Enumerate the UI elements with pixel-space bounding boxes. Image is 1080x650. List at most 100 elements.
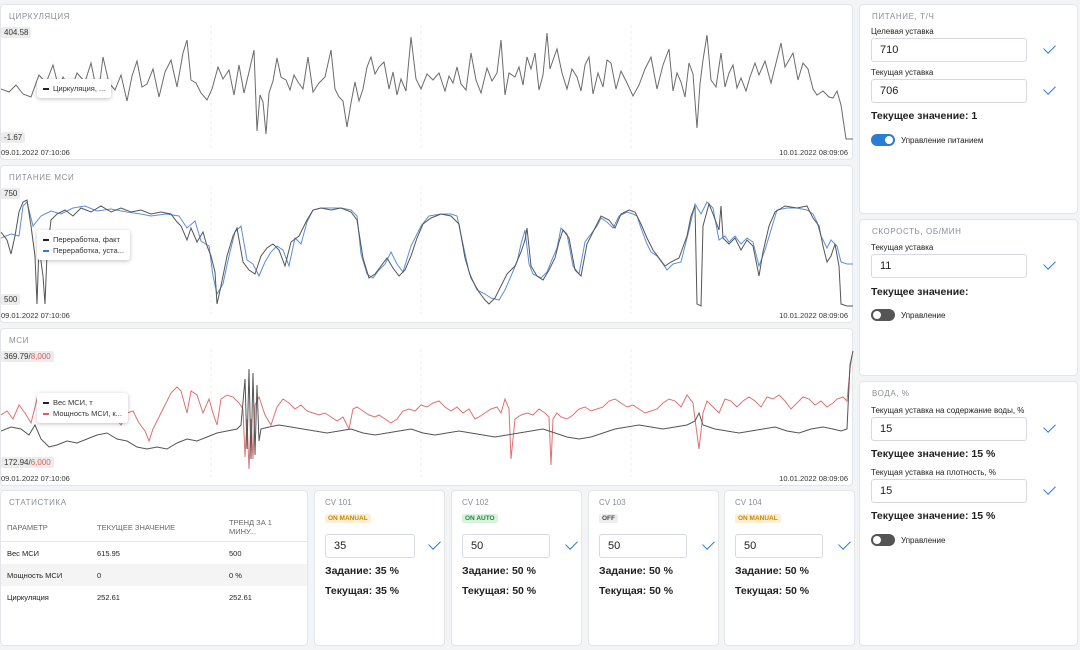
cv-setpoint-input[interactable] bbox=[735, 534, 823, 558]
confirm-check-icon[interactable] bbox=[1043, 482, 1056, 495]
column-header[interactable]: ПАРАМЕТР bbox=[1, 513, 91, 542]
time-end-label: 10.01.2022 08:09:06 bbox=[779, 474, 848, 483]
target-setpoint-label: Целевая уставка bbox=[871, 27, 934, 36]
y-min-label: -1.67 bbox=[1, 132, 26, 143]
feed-control-panel: ПИТАНИЕ, Т/Ч Целевая уставка Текущая уст… bbox=[859, 4, 1078, 214]
feed-setpoint-series-line bbox=[1, 201, 853, 301]
confirm-check-icon[interactable] bbox=[1043, 257, 1056, 270]
legend-item: Циркуляция, ... bbox=[43, 83, 105, 94]
feed-msi-chart[interactable] bbox=[1, 166, 854, 324]
task-text: Задание: 50 % bbox=[599, 565, 673, 577]
y-max-label: 404.58 bbox=[1, 27, 32, 38]
confirm-check-icon[interactable] bbox=[428, 537, 441, 550]
toggle-label: Управление питанием bbox=[901, 136, 984, 145]
column-header[interactable]: ТЕКУЩЕЕ ЗНАЧЕНИЕ bbox=[91, 513, 223, 542]
cv-setpoint-input[interactable] bbox=[462, 534, 550, 558]
y-max-label: 369.79/8,000 bbox=[1, 351, 54, 362]
circulation-chart-panel: ЦИРКУЛЯЦИЯ 404.58 -1.67 Циркуляция, ... … bbox=[0, 4, 853, 160]
mode-badge: ON AUTO bbox=[462, 514, 498, 523]
mode-badge: ON MANUAL bbox=[735, 514, 781, 523]
current-setpoint-label: Текущая уставка bbox=[871, 68, 934, 77]
toggle-label: Управление bbox=[901, 311, 946, 320]
confirm-check-icon[interactable] bbox=[1043, 82, 1056, 95]
cv-setpoint-input[interactable] bbox=[599, 534, 687, 558]
water-setpoint-input[interactable] bbox=[871, 417, 1027, 441]
task-text: Задание: 50 % bbox=[462, 565, 536, 577]
statistics-panel: СТАТИСТИКА ПАРАМЕТР ТЕКУЩЕЕ ЗНАЧЕНИЕ ТРЕ… bbox=[0, 490, 308, 646]
mode-badge: ON MANUAL bbox=[325, 514, 371, 523]
msi-weight-series-line bbox=[1, 350, 854, 460]
cv-102-panel: CV 102 ON AUTO Задание: 50 % Текущая: 50… bbox=[451, 490, 582, 646]
time-end-label: 10.01.2022 08:09:06 bbox=[779, 148, 848, 157]
y-min-label: 500 bbox=[1, 294, 21, 305]
cv-104-panel: CV 104 ON MANUAL Задание: 50 % Текущая: … bbox=[724, 490, 855, 646]
mode-badge: OFF bbox=[599, 514, 618, 523]
table-cell: 615.95 bbox=[97, 548, 120, 558]
chart-legend: Циркуляция, ... bbox=[37, 79, 112, 98]
table-cell: Мощность МСИ bbox=[1, 564, 91, 586]
table-cell: 0 % bbox=[223, 564, 307, 586]
table-cell: 252.61 bbox=[229, 592, 252, 602]
msi-chart[interactable] bbox=[1, 329, 854, 487]
table-header-row: ПАРАМЕТР ТЕКУЩЕЕ ЗНАЧЕНИЕ ТРЕНД ЗА 1 МИН… bbox=[1, 513, 307, 542]
table-cell: 252.61 bbox=[97, 592, 120, 602]
water-control-toggle[interactable] bbox=[871, 534, 895, 546]
feed-control-toggle[interactable] bbox=[871, 134, 895, 146]
table-cell: 500 bbox=[229, 548, 242, 558]
table-cell: Вес МСИ bbox=[7, 548, 40, 558]
current-value-text: Текущее значение: 1 bbox=[871, 110, 978, 122]
cv-setpoint-input[interactable] bbox=[325, 534, 415, 558]
time-start-label: 09.01.2022 07:10:06 bbox=[1, 474, 70, 483]
legend-item: Мощность МСИ, к... bbox=[43, 408, 122, 419]
chart-title: МСИ bbox=[9, 336, 29, 345]
density-setpoint-input[interactable] bbox=[871, 479, 1027, 503]
task-text: Задание: 50 % bbox=[735, 565, 809, 577]
current-text: Текущая: 50 % bbox=[735, 585, 810, 597]
density-value-text: Текущее значение: 15 % bbox=[871, 510, 996, 522]
column-header[interactable]: ТРЕНД ЗА 1 МИНУ... bbox=[223, 513, 307, 542]
chart-legend: Вес МСИ, т Мощность МСИ, к... bbox=[37, 393, 128, 423]
confirm-check-icon[interactable] bbox=[702, 537, 715, 550]
toggle-label: Управление bbox=[901, 536, 946, 545]
panel-title: ВОДА, % bbox=[872, 389, 910, 398]
current-value-text: Текущее значение: bbox=[871, 286, 969, 298]
current-setpoint-label: Текущая уставка bbox=[871, 243, 934, 252]
legend-item: Переработка, уста... bbox=[43, 245, 124, 256]
water-setpoint-label: Текущая уставка на содержание воды, % bbox=[871, 406, 1025, 415]
legend-item: Вес МСИ, т bbox=[43, 397, 122, 408]
current-text: Текущая: 35 % bbox=[325, 585, 400, 597]
circulation-series-line bbox=[1, 32, 853, 140]
msi-chart-panel: МСИ 369.79/8,000 172.94/6,000 Вес МСИ, т… bbox=[0, 328, 854, 487]
cv-101-panel: CV 101 ON MANUAL Задание: 35 % Текущая: … bbox=[314, 490, 445, 646]
table-row: Вес МСИ 615.95 500 bbox=[1, 542, 307, 565]
chart-legend: Переработка, факт Переработка, уста... bbox=[37, 230, 130, 260]
cv-title: CV 101 bbox=[325, 498, 352, 507]
speed-control-toggle[interactable] bbox=[871, 309, 895, 321]
target-setpoint-input[interactable] bbox=[871, 38, 1027, 62]
confirm-check-icon[interactable] bbox=[1043, 420, 1056, 433]
current-setpoint-input[interactable] bbox=[871, 79, 1027, 103]
statistics-table: ПАРАМЕТР ТЕКУЩЕЕ ЗНАЧЕНИЕ ТРЕНД ЗА 1 МИН… bbox=[1, 513, 307, 608]
density-setpoint-label: Текущая уставка на плотность, % bbox=[871, 468, 996, 477]
cv-103-panel: CV 103 OFF Задание: 50 % Текущая: 50 % bbox=[588, 490, 719, 646]
time-start-label: 09.01.2022 07:10:06 bbox=[1, 148, 70, 157]
table-row: Циркуляция 252.61 252.61 bbox=[1, 586, 307, 608]
table-cell: 0 bbox=[91, 564, 223, 586]
time-end-label: 10.01.2022 08:09:06 bbox=[779, 311, 848, 320]
table-cell: Циркуляция bbox=[7, 592, 49, 602]
current-text: Текущая: 50 % bbox=[462, 585, 537, 597]
feed-msi-chart-panel: ПИТАНИЕ МСИ 750 500 Переработка, факт Пе… bbox=[0, 165, 853, 323]
legend-item: Переработка, факт bbox=[43, 234, 124, 245]
circulation-chart[interactable] bbox=[1, 5, 854, 161]
msi-power-series-line bbox=[1, 354, 853, 470]
table-row: Мощность МСИ 0 0 % bbox=[1, 564, 307, 586]
y-max-label: 750 bbox=[1, 188, 21, 199]
speed-setpoint-input[interactable] bbox=[871, 254, 1027, 278]
water-control-panel: ВОДА, % Текущая уставка на содержание во… bbox=[859, 381, 1078, 646]
chart-title: ПИТАНИЕ МСИ bbox=[9, 173, 75, 182]
water-value-text: Текущее значение: 15 % bbox=[871, 448, 996, 460]
confirm-check-icon[interactable] bbox=[1043, 41, 1056, 54]
confirm-check-icon[interactable] bbox=[565, 537, 578, 550]
confirm-check-icon[interactable] bbox=[838, 537, 851, 550]
panel-title: ПИТАНИЕ, Т/Ч bbox=[872, 12, 935, 21]
